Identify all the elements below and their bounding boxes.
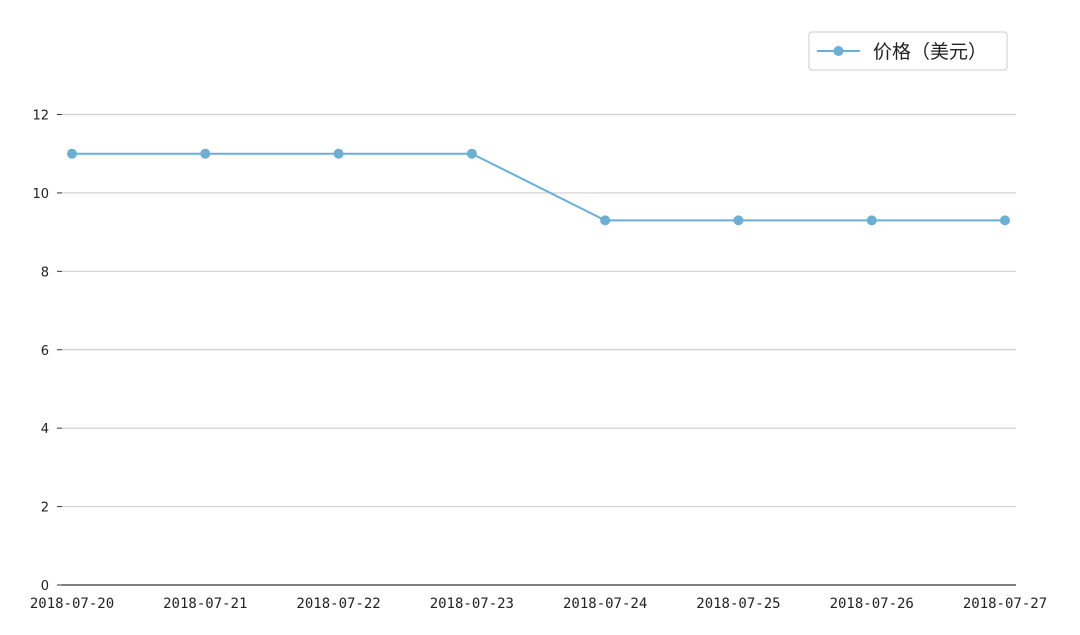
y-tick-label: 10 [32,187,49,202]
data-point [600,215,611,226]
x-tick-label: 2018-07-27 [963,596,1047,612]
data-point [333,148,344,159]
y-tick-label: 2 [41,501,49,516]
data-point [466,148,477,159]
series-line [72,152,1005,222]
series-price [67,148,1010,226]
data-point [200,148,211,159]
data-point [67,148,77,159]
y-tick-label: 12 [32,109,49,124]
y-tick-label: 6 [41,344,49,359]
y-tick-label: 8 [41,265,49,280]
y-tick-label: 4 [41,422,49,437]
x-tick-label: 2018-07-24 [563,596,647,612]
y-tick-label: 0 [41,579,49,594]
y-gridlines [62,113,1016,508]
x-tick-label: 2018-07-26 [830,596,914,612]
legend-box [808,31,1008,71]
data-point [733,215,744,226]
y-axis: 0 2 4 6 8 10 12 [32,109,62,594]
x-tick-label: 2018-07-22 [296,596,380,612]
legend-marker-dot [833,46,844,56]
x-tick-label: 2018-07-25 [696,596,780,612]
x-tick-label: 2018-07-23 [430,596,514,612]
legend-label: 价格（美元） [873,41,987,63]
data-point [866,215,877,226]
x-tick-label: 2018-07-21 [163,596,247,612]
x-tick-label: 2018-07-20 [30,596,114,612]
x-axis: 2018-07-20 2018-07-21 2018-07-22 2018-07-23… [30,596,1047,612]
legend: 价格（美元） [808,31,1008,71]
data-point [1000,215,1010,226]
